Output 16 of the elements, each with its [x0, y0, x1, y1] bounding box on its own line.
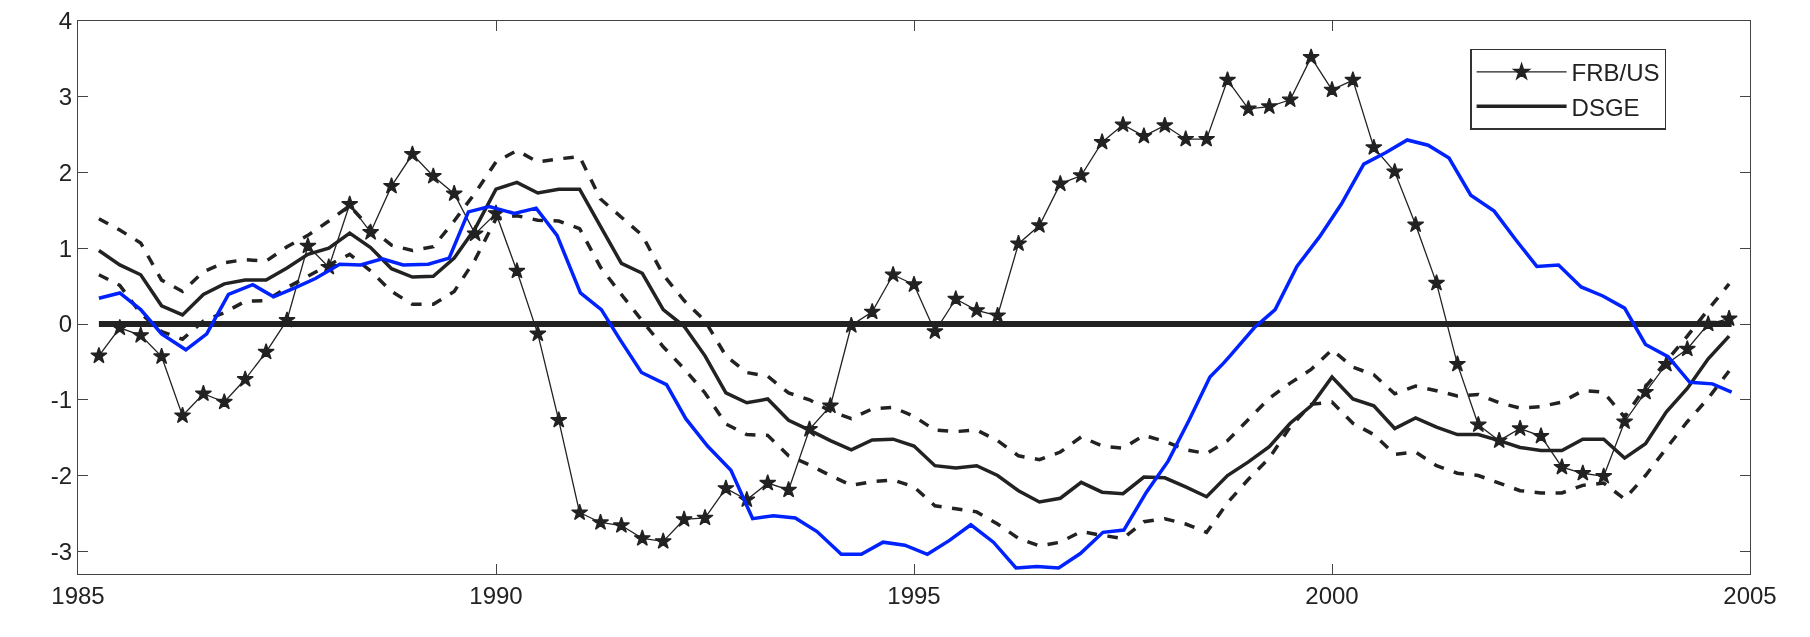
x-tick-label: 1995	[887, 582, 941, 609]
y-tick-label: 4	[58, 7, 72, 35]
y-tick-label: 1	[58, 234, 72, 262]
x-tick-label: 2005	[1723, 582, 1777, 609]
y-tick-label: -2	[50, 461, 72, 489]
x-tick-label: 1985	[51, 582, 105, 609]
legend-label: DSGE	[1571, 93, 1640, 121]
legend-label: FRB/US	[1571, 59, 1660, 87]
y-tick-label: 3	[58, 83, 72, 111]
y-tick-label: 0	[58, 310, 72, 338]
y-tick-label: 2	[58, 158, 72, 186]
x-tick-label: 2000	[1305, 582, 1359, 609]
y-tick-label: -3	[50, 537, 72, 565]
y-tick-label: -1	[50, 386, 72, 414]
line-series	[97, 138, 1734, 570]
x-tick-label: 1990	[469, 582, 523, 609]
